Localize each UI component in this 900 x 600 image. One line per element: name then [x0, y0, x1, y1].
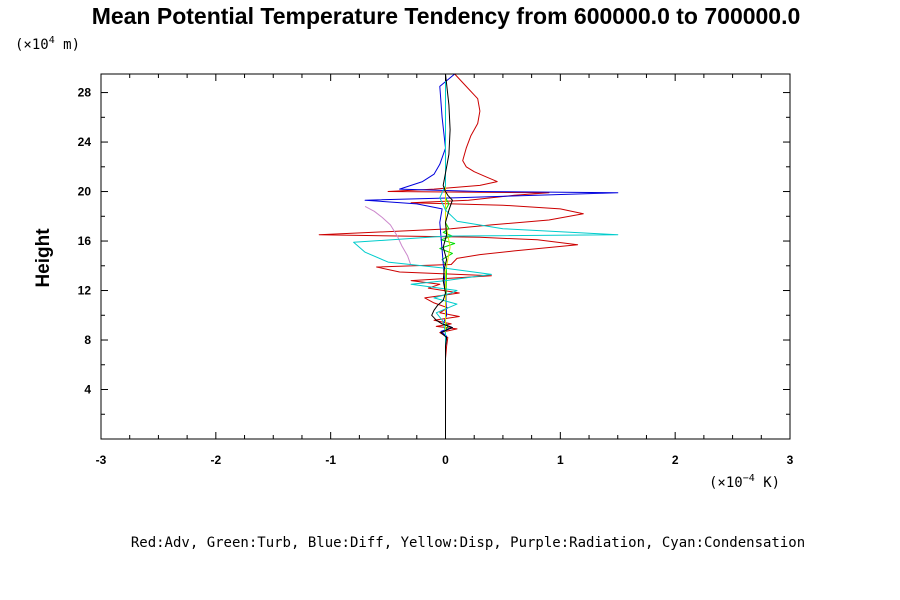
x-unit-suffix: K): [755, 475, 780, 491]
series-line-total: [431, 73, 453, 439]
series-line-condensation: [353, 74, 619, 439]
y-tick-label: 28: [78, 86, 92, 100]
series-line-diff: [364, 73, 619, 439]
x-tick-label: -2: [210, 453, 221, 467]
x-tick-label: 0: [442, 453, 449, 467]
x-unit-label: (×10−4 K): [709, 473, 780, 491]
y-unit-prefix: (×10: [15, 37, 49, 53]
y-tick-label: 24: [78, 135, 92, 149]
x-tick-label: 2: [672, 453, 679, 467]
series-line-radiation: [364, 205, 412, 266]
x-tick-label: 3: [787, 453, 794, 467]
y-unit-suffix: m): [55, 37, 80, 53]
legend-caption: Red:Adv, Green:Turb, Blue:Diff, Yellow:D…: [131, 535, 805, 551]
chart-title: Mean Potential Temperature Tendency from…: [92, 3, 801, 29]
series-line-adv: [318, 73, 584, 439]
y-tick-label: 12: [78, 284, 92, 298]
y-tick-label: 20: [78, 185, 92, 199]
y-axis-label: Height: [33, 228, 54, 288]
x-unit-prefix: (×10: [709, 475, 743, 491]
y-unit-exponent: 4: [49, 35, 55, 46]
x-tick-label: 1: [557, 453, 564, 467]
y-tick-label: 4: [84, 383, 91, 397]
y-unit-label: (×104 m): [15, 35, 80, 53]
y-tick-label: 16: [78, 234, 92, 248]
x-tick-label: -3: [96, 453, 107, 467]
x-unit-exponent: −4: [743, 473, 755, 484]
x-tick-label: -1: [325, 453, 336, 467]
y-tick-label: 8: [84, 333, 91, 347]
